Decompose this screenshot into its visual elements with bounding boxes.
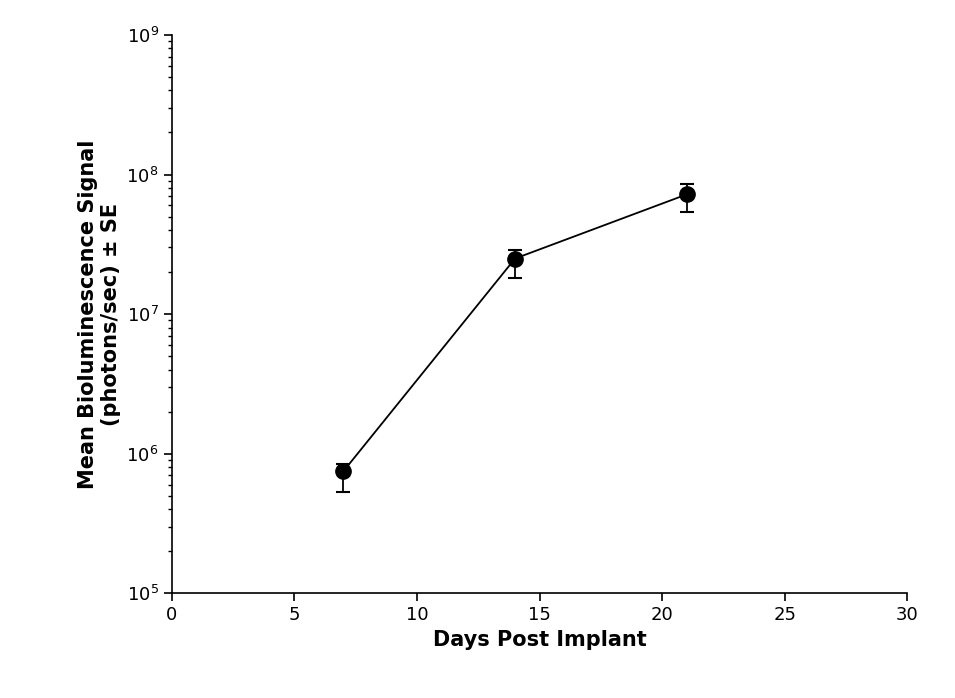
X-axis label: Days Post Implant: Days Post Implant bbox=[433, 630, 647, 650]
Y-axis label: Mean Bioluminescence Signal
(photons/sec) ± SE: Mean Bioluminescence Signal (photons/sec… bbox=[77, 140, 121, 489]
